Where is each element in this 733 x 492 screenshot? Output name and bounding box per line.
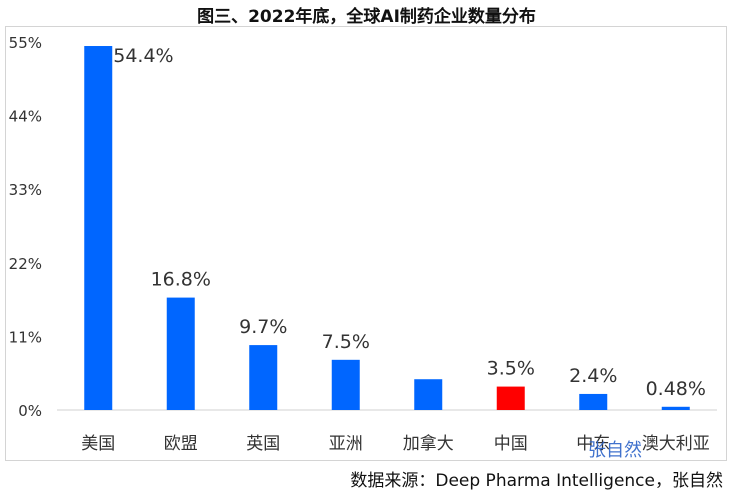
bar [331, 359, 360, 410]
data-label: 9.7% [239, 316, 287, 338]
y-tick-label: 11% [9, 328, 42, 346]
bar [84, 46, 113, 410]
x-tick-label: 亚洲 [329, 434, 363, 454]
data-source: 数据来源：Deep Pharma Intelligence，张自然 [350, 471, 723, 491]
y-tick-label: 0% [18, 402, 42, 420]
data-label: 2.4% [569, 365, 617, 387]
data-label: 54.4% [113, 45, 173, 67]
x-tick-label: 加拿大 [403, 433, 454, 454]
y-tick-label: 44% [9, 108, 42, 126]
data-label: 16.8% [151, 269, 211, 291]
bar [496, 386, 525, 410]
x-tick-label: 澳大利亚 [642, 434, 710, 454]
bar [249, 345, 278, 410]
data-label: 3.5% [487, 358, 535, 380]
x-tick-label: 中国 [494, 434, 528, 454]
data-label: 0.48% [646, 378, 706, 400]
watermark-text: 张自然 [588, 440, 642, 461]
x-tick-label: 欧盟 [164, 434, 198, 454]
bar [661, 406, 690, 410]
data-label: 7.5% [322, 331, 370, 353]
chart-title: 图三、2022年底，全球AI制药企业数量分布 [197, 7, 536, 27]
x-tick-label: 美国 [81, 434, 115, 454]
y-tick-label: 33% [9, 181, 42, 199]
y-tick-label: 55% [9, 34, 42, 52]
bar [166, 297, 195, 410]
y-tick-label: 22% [9, 255, 42, 273]
x-tick-label: 英国 [246, 434, 280, 454]
x-tick-label: 中东 [576, 434, 610, 454]
bar [414, 379, 443, 410]
bar [579, 393, 608, 410]
chart-frame [5, 26, 727, 461]
